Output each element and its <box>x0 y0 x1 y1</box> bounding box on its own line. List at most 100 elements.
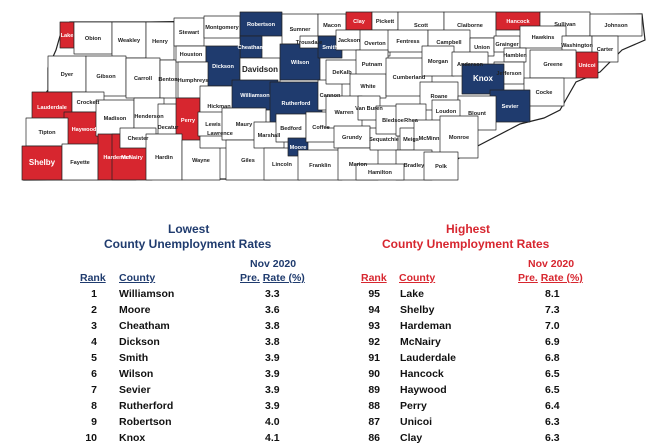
county-label-trousdale: Trousdale <box>296 40 322 46</box>
county-label-dekalb: DeKalb <box>332 70 352 76</box>
county-label-hamilton: Hamilton <box>368 170 393 176</box>
county-label-dyer: Dyer <box>61 72 74 78</box>
county-putnam <box>355 49 389 79</box>
county-label-obion: Obion <box>85 36 102 42</box>
county-label-cheatham: Cheatham <box>237 45 264 51</box>
county-label-haywood: Haywood <box>72 127 97 133</box>
county-label-sumner: Sumner <box>290 27 312 33</box>
county-label-henry: Henry <box>152 39 169 45</box>
county-label-wayne: Wayne <box>192 158 210 164</box>
lowest-county-cell: Rutherford <box>119 400 174 412</box>
county-label-bedford: Bedford <box>280 126 302 132</box>
county-henry <box>145 21 175 61</box>
county-label-morgan: Morgan <box>428 59 449 65</box>
county-label-cocke: Cocke <box>536 90 553 96</box>
county-label-claiborne: Claiborne <box>457 23 483 29</box>
county-monroe <box>439 115 479 159</box>
county-label-pickett: Pickett <box>376 19 394 25</box>
county-label-lewis: Lewis <box>205 122 221 128</box>
county-label-mcnairy: McNairy <box>121 155 144 161</box>
county-label-washington: Washington <box>561 43 593 49</box>
highest-rate-cell: 6.5 <box>545 384 560 396</box>
county-label-cumberland: Cumberland <box>393 75 426 81</box>
county-label-moore: Moore <box>290 145 307 151</box>
highest-rate-cell: 6.5 <box>545 368 560 380</box>
county-label-carter: Carter <box>597 47 614 53</box>
county-label-rhea: Rhea <box>404 118 419 124</box>
lowest-county-cell: Knox <box>119 432 146 444</box>
lowest-rate-cell: 3.9 <box>265 400 280 412</box>
county-label-jackson: Jackson <box>338 38 361 44</box>
county-label-marion: Marion <box>349 162 368 168</box>
lowest-county-cell: Smith <box>119 352 149 364</box>
county-hardin <box>145 133 183 181</box>
lowest-county-cell: Williamson <box>119 288 175 300</box>
county-giles <box>225 139 271 181</box>
county-shelby <box>21 145 63 181</box>
county-label-unicoi: Unicoi <box>578 63 596 69</box>
highest-rank-cell: 89 <box>368 384 380 396</box>
county-hamilton <box>355 163 405 181</box>
lowest-rate-cell: 3.9 <box>265 352 280 364</box>
lowest-county-cell: Sevier <box>119 384 151 396</box>
lowest-rate-cell: 3.8 <box>265 336 280 348</box>
county-label-dickson: Dickson <box>212 64 234 70</box>
highest-rate-cell: 7.3 <box>545 304 560 316</box>
lowest-rate-cell: 3.9 <box>265 368 280 380</box>
lowest-rate-cell: 3.6 <box>265 304 280 316</box>
county-label-henderson: Henderson <box>134 114 164 120</box>
county-label-fayette: Fayette <box>70 160 90 166</box>
lowest-county-header: County <box>119 272 156 284</box>
county-obion <box>73 21 113 55</box>
county-label-grundy: Grundy <box>342 135 363 141</box>
highest-county-cell: Lake <box>400 288 424 300</box>
county-label-clay: Clay <box>353 19 366 25</box>
lowest-rank-cell: 4 <box>91 336 97 348</box>
county-cocke <box>523 77 565 107</box>
county-label-perry: Perry <box>181 118 196 124</box>
highest-county-cell: McNairy <box>400 336 441 348</box>
county-label-scott: Scott <box>414 23 428 29</box>
highest-county-cell: Hancock <box>400 368 444 380</box>
county-label-decatur: Decatur <box>158 125 180 131</box>
county-label-loudon: Loudon <box>436 109 457 115</box>
county-polk <box>423 151 459 181</box>
highest-rate-cell: 6.3 <box>545 432 560 444</box>
highest-rank-cell: 88 <box>368 400 380 412</box>
county-label-sullivan: Sullivan <box>554 22 576 28</box>
county-label-hamblen: Hamblen <box>503 53 527 59</box>
lowest-rate-cell: 3.3 <box>265 288 280 300</box>
highest-county-cell: Perry <box>400 400 427 412</box>
highest-county-cell: Unicoi <box>400 416 433 428</box>
highest-county-cell: Lauderdale <box>400 352 457 364</box>
county-label-franklin: Franklin <box>309 163 331 169</box>
county-label-smith: Smith <box>322 45 338 51</box>
county-wilson <box>279 43 321 81</box>
lowest-county-cell: Cheatham <box>119 320 170 332</box>
lowest-county-cell: Moore <box>119 304 151 316</box>
lowest-rank-cell: 2 <box>91 304 97 316</box>
county-label-chester: Chester <box>128 136 150 142</box>
lowest-rank-cell: 8 <box>91 400 97 412</box>
lowest-rank-cell: 3 <box>91 320 97 332</box>
county-label-shelby: Shelby <box>29 158 56 167</box>
lowest-rank-header: Rank <box>80 272 106 284</box>
lowest-rate-cell: 4.0 <box>265 416 280 428</box>
county-label-lincoln: Lincoln <box>272 162 292 168</box>
county-label-anderson: Anderson <box>457 62 484 68</box>
county-label-marshall: Marshall <box>258 133 281 139</box>
county-label-montgomery: Montgomery <box>205 25 239 31</box>
county-morgan <box>421 45 455 77</box>
county-carroll <box>125 57 161 99</box>
county-label-giles: Giles <box>241 158 255 164</box>
county-label-stewart: Stewart <box>179 30 199 36</box>
county-fayette <box>61 143 99 181</box>
county-label-putnam: Putnam <box>362 62 383 68</box>
county-label-hardeman: Hardeman <box>103 155 131 161</box>
county-label-cannon: Cannon <box>320 93 341 99</box>
county-label-madison: Madison <box>104 116 127 122</box>
county-label-williamson: Williamson <box>240 93 270 99</box>
highest-rate-cell: 6.9 <box>545 336 560 348</box>
county-label-gibson: Gibson <box>96 74 116 80</box>
lowest-rank-cell: 10 <box>85 432 97 444</box>
